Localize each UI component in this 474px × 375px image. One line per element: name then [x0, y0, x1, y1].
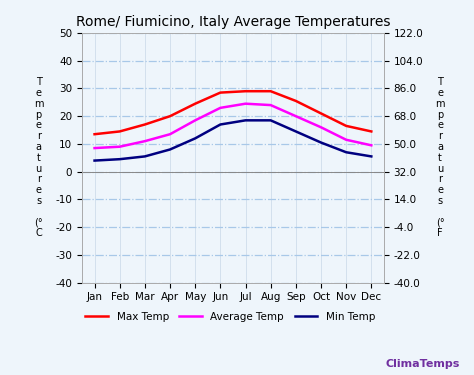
Max Temp: [293, 99, 299, 103]
Max Temp: [192, 102, 198, 106]
Y-axis label: T
e
m
p
e
r
a
t
u
r
e
s

(°
C: T e m p e r a t u r e s (° C: [34, 77, 44, 239]
Line: Max Temp: Max Temp: [94, 91, 371, 134]
Max Temp: [142, 122, 148, 127]
Average Temp: [293, 114, 299, 118]
Average Temp: [167, 132, 173, 136]
Average Temp: [343, 138, 349, 142]
Min Temp: [91, 158, 97, 163]
Min Temp: [243, 118, 248, 123]
Text: ClimaTemps: ClimaTemps: [385, 359, 460, 369]
Max Temp: [368, 129, 374, 134]
Line: Average Temp: Average Temp: [94, 104, 371, 148]
Min Temp: [318, 140, 324, 145]
Y-axis label: T
e
m
p
e
r
a
t
u
r
e
s

(°
F: T e m p e r a t u r e s (° F: [435, 77, 445, 239]
Average Temp: [142, 139, 148, 143]
Line: Min Temp: Min Temp: [94, 120, 371, 160]
Max Temp: [243, 89, 248, 93]
Title: Rome/ Fiumicino, Italy Average Temperatures: Rome/ Fiumicino, Italy Average Temperatu…: [76, 15, 390, 29]
Max Temp: [91, 132, 97, 136]
Min Temp: [343, 150, 349, 154]
Average Temp: [91, 146, 97, 150]
Legend: Max Temp, Average Temp, Min Temp: Max Temp, Average Temp, Min Temp: [81, 308, 379, 326]
Average Temp: [268, 103, 273, 107]
Min Temp: [293, 129, 299, 134]
Min Temp: [368, 154, 374, 159]
Min Temp: [142, 154, 148, 159]
Average Temp: [368, 143, 374, 148]
Max Temp: [343, 124, 349, 128]
Average Temp: [192, 118, 198, 123]
Average Temp: [117, 144, 123, 149]
Min Temp: [192, 136, 198, 141]
Average Temp: [218, 106, 223, 110]
Average Temp: [243, 102, 248, 106]
Average Temp: [318, 125, 324, 129]
Min Temp: [167, 147, 173, 152]
Max Temp: [167, 114, 173, 118]
Max Temp: [318, 111, 324, 116]
Max Temp: [218, 90, 223, 95]
Min Temp: [268, 118, 273, 123]
Max Temp: [268, 89, 273, 93]
Max Temp: [117, 129, 123, 134]
Min Temp: [117, 157, 123, 161]
Min Temp: [218, 122, 223, 127]
